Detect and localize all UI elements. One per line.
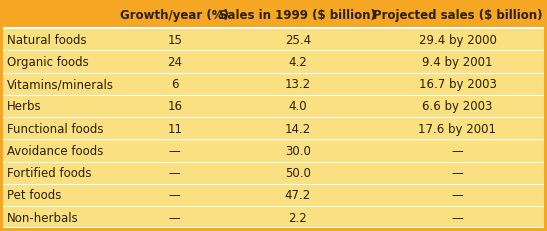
- Text: —: —: [169, 167, 181, 179]
- Text: —: —: [169, 211, 181, 224]
- Text: Non-herbals: Non-herbals: [7, 211, 79, 224]
- Text: 17.6 by 2001: 17.6 by 2001: [418, 122, 497, 135]
- Text: Projected sales ($ billion): Projected sales ($ billion): [373, 9, 542, 22]
- Text: 16: 16: [167, 100, 182, 113]
- Text: Fortified foods: Fortified foods: [7, 167, 92, 179]
- Text: Organic foods: Organic foods: [7, 56, 89, 69]
- Text: 4.2: 4.2: [288, 56, 307, 69]
- Text: —: —: [452, 189, 463, 202]
- Text: Sales in 1999 ($ billion): Sales in 1999 ($ billion): [219, 9, 376, 22]
- Text: 6.6 by 2003: 6.6 by 2003: [422, 100, 493, 113]
- Text: —: —: [452, 167, 463, 179]
- Text: Avoidance foods: Avoidance foods: [7, 144, 104, 157]
- Text: 4.0: 4.0: [288, 100, 307, 113]
- Bar: [3, 140, 544, 162]
- Text: Herbs: Herbs: [7, 100, 42, 113]
- Text: 30.0: 30.0: [285, 144, 311, 157]
- Bar: [3, 51, 544, 73]
- Text: 25.4: 25.4: [285, 33, 311, 46]
- Text: 29.4 by 2000: 29.4 by 2000: [418, 33, 496, 46]
- Bar: [3, 162, 544, 184]
- Bar: [3, 29, 544, 51]
- Text: 50.0: 50.0: [285, 167, 311, 179]
- Text: 9.4 by 2001: 9.4 by 2001: [422, 56, 493, 69]
- Text: Natural foods: Natural foods: [7, 33, 87, 46]
- Bar: [3, 73, 544, 95]
- Text: —: —: [452, 211, 463, 224]
- Text: 47.2: 47.2: [285, 189, 311, 202]
- Text: 13.2: 13.2: [285, 78, 311, 91]
- Text: 6: 6: [171, 78, 178, 91]
- Bar: [3, 3, 544, 29]
- Text: 11: 11: [167, 122, 182, 135]
- Text: Functional foods: Functional foods: [7, 122, 104, 135]
- Text: 16.7 by 2003: 16.7 by 2003: [418, 78, 496, 91]
- Text: 14.2: 14.2: [285, 122, 311, 135]
- Bar: [3, 206, 544, 228]
- Bar: [3, 118, 544, 140]
- Text: Pet foods: Pet foods: [7, 189, 62, 202]
- Bar: [3, 95, 544, 118]
- Text: 24: 24: [167, 56, 182, 69]
- Text: —: —: [169, 144, 181, 157]
- Text: Growth/year (%): Growth/year (%): [120, 9, 229, 22]
- Text: —: —: [169, 189, 181, 202]
- Text: —: —: [452, 144, 463, 157]
- Text: 2.2: 2.2: [288, 211, 307, 224]
- Bar: [3, 184, 544, 206]
- Text: Vitamins/minerals: Vitamins/minerals: [7, 78, 114, 91]
- Text: 15: 15: [167, 33, 182, 46]
